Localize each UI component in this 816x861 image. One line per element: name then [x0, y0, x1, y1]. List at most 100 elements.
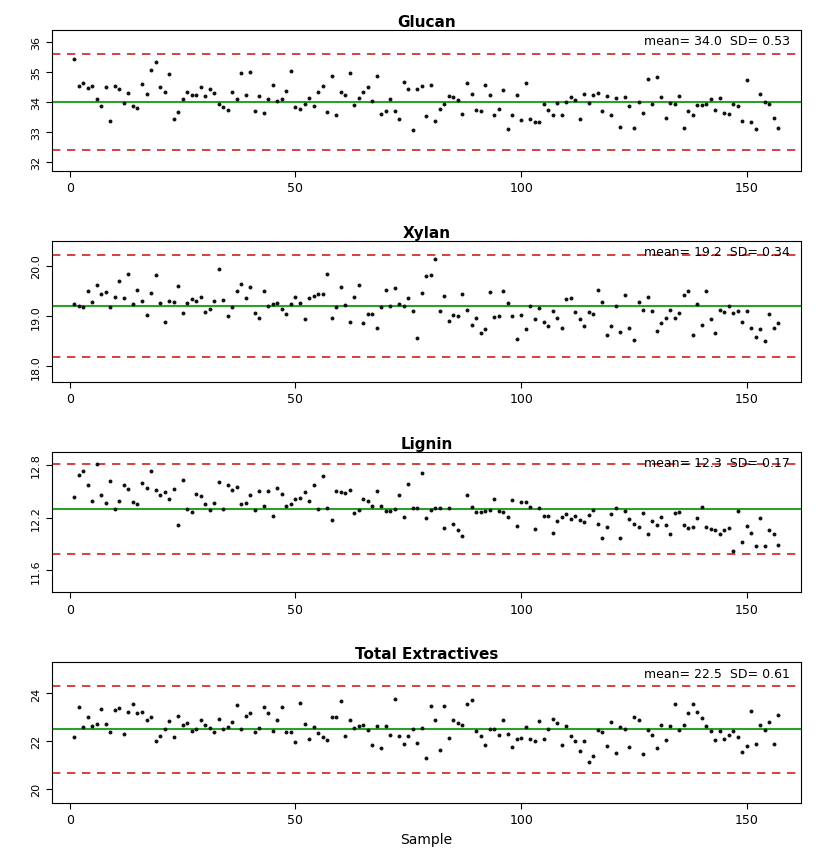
Point	[515, 309, 528, 323]
Point	[104, 725, 117, 739]
Point	[772, 538, 785, 552]
Point	[91, 279, 104, 293]
Point	[185, 506, 198, 520]
Point	[109, 703, 122, 716]
Point	[397, 511, 410, 524]
Point	[736, 316, 749, 330]
Point	[749, 540, 762, 554]
Point	[180, 716, 193, 730]
Point	[690, 511, 703, 525]
Point	[740, 520, 753, 534]
Point	[401, 477, 415, 491]
Point	[478, 79, 491, 93]
Point	[158, 486, 171, 499]
Point	[592, 87, 605, 101]
Point	[285, 65, 298, 79]
Point	[583, 97, 596, 111]
Point	[438, 521, 451, 535]
Point	[501, 123, 514, 137]
Point	[501, 728, 514, 741]
Point	[659, 734, 672, 747]
Point	[537, 732, 550, 746]
Point	[185, 293, 198, 307]
Point	[519, 77, 532, 91]
Point	[131, 284, 144, 298]
Point	[86, 296, 99, 310]
Point	[285, 725, 298, 739]
Point	[745, 704, 758, 718]
Point	[348, 722, 361, 735]
Point	[375, 108, 388, 122]
Point	[578, 319, 591, 333]
Point	[397, 300, 410, 313]
Point	[189, 294, 202, 308]
Point	[601, 521, 614, 535]
Point	[614, 531, 627, 545]
Point	[636, 506, 650, 520]
Point	[384, 300, 397, 313]
Point	[668, 98, 681, 112]
Point	[410, 332, 424, 346]
Point	[212, 476, 225, 490]
Point	[339, 486, 352, 500]
Point	[180, 503, 193, 517]
Point	[528, 313, 541, 326]
Text: mean= 19.2  SD= 0.34: mean= 19.2 SD= 0.34	[644, 246, 790, 259]
Point	[555, 109, 568, 123]
Point	[217, 102, 230, 115]
Point	[497, 285, 510, 299]
Point	[361, 723, 375, 737]
Point	[709, 734, 722, 747]
Point	[686, 520, 699, 534]
Point	[185, 724, 198, 738]
Point	[118, 728, 131, 741]
Point	[95, 100, 108, 114]
Point	[294, 297, 307, 311]
Point	[339, 730, 352, 744]
Point	[343, 67, 356, 81]
Point	[610, 501, 623, 515]
Point	[469, 313, 482, 326]
Point	[82, 710, 95, 724]
Point	[77, 77, 90, 90]
Point	[497, 714, 510, 728]
Point	[628, 710, 641, 724]
Point	[370, 70, 384, 84]
Point	[140, 481, 153, 495]
Point	[239, 497, 252, 511]
Point	[478, 505, 491, 519]
Point	[645, 305, 659, 319]
Point	[749, 737, 762, 751]
Point	[645, 728, 659, 742]
Point	[447, 309, 460, 323]
Point	[587, 750, 600, 764]
Point	[447, 91, 460, 105]
Point	[592, 723, 605, 737]
Point	[198, 90, 211, 104]
Point	[614, 121, 627, 135]
Point	[353, 504, 366, 517]
Point	[528, 523, 541, 536]
Point	[469, 725, 482, 739]
Point	[578, 88, 591, 102]
Point	[605, 715, 618, 728]
Point	[266, 509, 279, 523]
Point	[654, 317, 667, 331]
Point	[144, 710, 157, 724]
Point	[636, 108, 650, 121]
Point	[384, 505, 397, 518]
Point	[515, 114, 528, 127]
Point	[208, 294, 221, 308]
Point	[713, 92, 726, 106]
Title: Lignin: Lignin	[400, 436, 453, 451]
Point	[321, 734, 334, 747]
Point	[384, 93, 397, 107]
Point	[104, 474, 117, 488]
Point	[619, 722, 632, 736]
Point	[619, 505, 632, 518]
Point	[429, 714, 442, 728]
Point	[574, 313, 587, 326]
Point	[650, 71, 663, 84]
Title: Xylan: Xylan	[402, 226, 450, 240]
Point	[235, 498, 248, 511]
